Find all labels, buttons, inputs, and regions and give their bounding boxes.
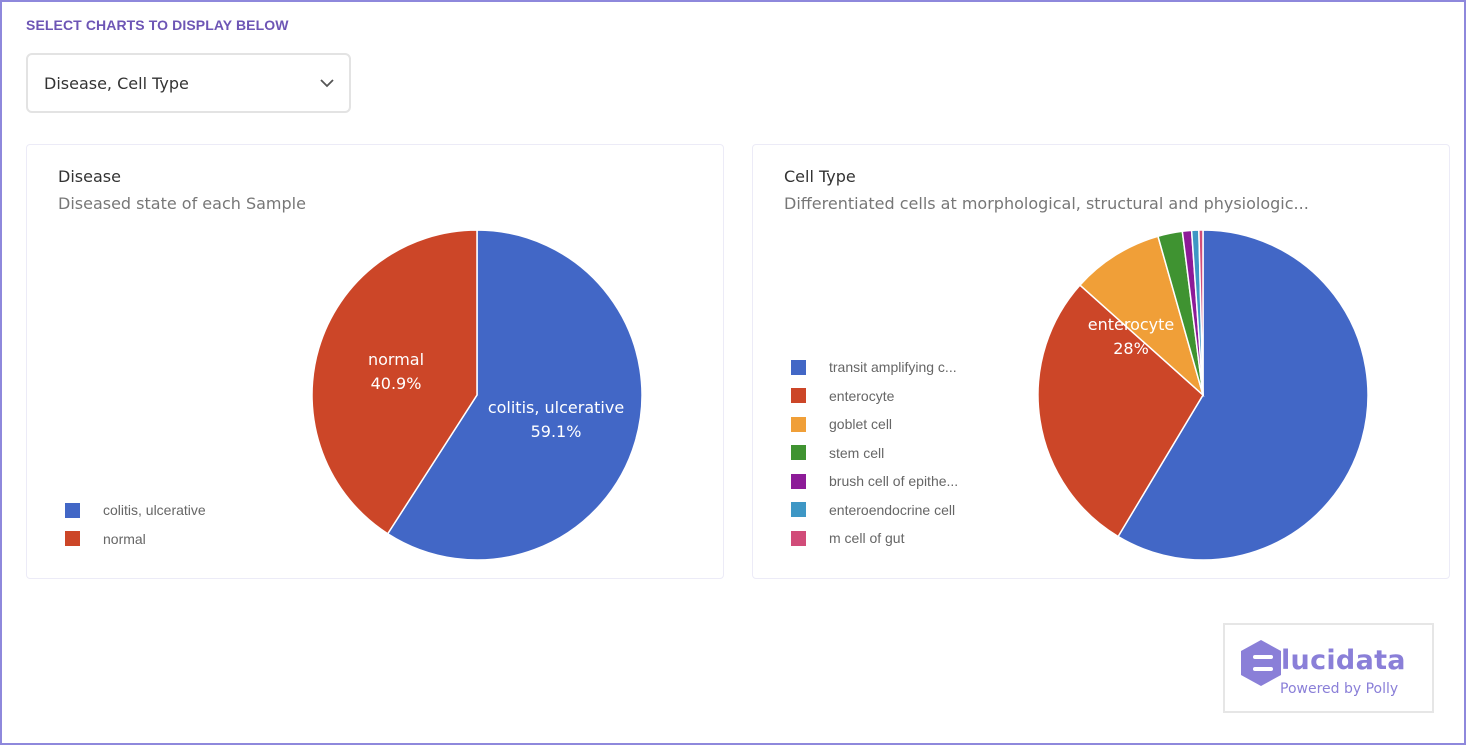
legend-label: goblet cell	[829, 416, 893, 433]
legend-label: transit amplifying c...	[829, 359, 957, 376]
pie-slice[interactable]	[1037, 284, 1204, 538]
legend-item[interactable]: stem cell	[791, 439, 958, 468]
legend-label: normal	[103, 530, 146, 547]
select-charts-label: SELECT CHARTS TO DISPLAY BELOW	[26, 17, 289, 33]
cell-type-legend: transit amplifying c... enterocyte goble…	[791, 353, 958, 553]
legend-item[interactable]: enterocyte	[791, 382, 958, 411]
legend-swatch	[791, 473, 806, 489]
card-subtitle: Differentiated cells at morphological, s…	[784, 194, 1309, 213]
legend-swatch	[791, 445, 806, 461]
elucidata-hex-logo-icon	[1241, 640, 1281, 686]
legend-swatch	[791, 416, 806, 432]
pie-slice[interactable]	[1117, 229, 1369, 561]
card-title: Disease	[58, 167, 121, 186]
legend-item[interactable]: colitis, ulcerative	[65, 496, 206, 525]
logo-brand-text: lucidata	[1281, 645, 1406, 676]
legend-item[interactable]: brush cell of epithe...	[791, 467, 958, 496]
slice-label: enterocyte	[1088, 315, 1175, 334]
pie-slice[interactable]	[1198, 229, 1204, 396]
slice-label: colitis, ulcerative	[488, 398, 624, 417]
legend-item[interactable]: m cell of gut	[791, 524, 958, 553]
legend-item[interactable]: goblet cell	[791, 410, 958, 439]
legend-swatch	[65, 502, 80, 518]
legend-item[interactable]: normal	[65, 525, 206, 554]
pie-slice[interactable]	[311, 229, 478, 535]
dropdown-value: Disease, Cell Type	[44, 73, 189, 93]
card-title: Cell Type	[784, 167, 856, 186]
pie-slice[interactable]	[386, 229, 643, 561]
legend-label: brush cell of epithe...	[829, 473, 959, 490]
elucidata-logo[interactable]: lucidata Powered by Polly	[1223, 623, 1434, 713]
pie-slice[interactable]	[1078, 235, 1205, 398]
cell-type-pie-chart[interactable]: enterocyte 28%	[753, 145, 1451, 580]
legend-label: enterocyte	[829, 387, 895, 404]
logo-tagline: Powered by Polly	[1280, 681, 1399, 697]
cell-type-chart-card: Cell Type Differentiated cells at morpho…	[752, 144, 1450, 579]
slice-percent: 28%	[1113, 339, 1149, 358]
slice-percent: 59.1%	[531, 422, 582, 441]
disease-legend: colitis, ulcerative normal	[65, 496, 206, 553]
disease-pie-chart[interactable]: colitis, ulcerative 59.1% normal 40.9%	[27, 145, 725, 580]
legend-swatch	[791, 530, 806, 546]
chevron-down-icon	[320, 79, 334, 88]
slice-label: normal	[368, 350, 424, 369]
legend-swatch	[65, 531, 80, 547]
legend-label: m cell of gut	[829, 530, 905, 547]
legend-label: stem cell	[829, 444, 885, 461]
legend-label: enteroendocrine cell	[829, 501, 956, 518]
legend-swatch	[791, 359, 806, 375]
legend-swatch	[791, 502, 806, 518]
slice-percent: 40.9%	[371, 374, 422, 393]
legend-swatch	[791, 388, 806, 404]
card-subtitle: Diseased state of each Sample	[58, 194, 306, 213]
chart-select-dropdown[interactable]: Disease, Cell Type	[26, 53, 351, 113]
legend-label: colitis, ulcerative	[103, 502, 206, 519]
legend-item[interactable]: enteroendocrine cell	[791, 496, 958, 525]
disease-chart-card: Disease Diseased state of each Sample co…	[26, 144, 724, 579]
legend-item[interactable]: transit amplifying c...	[791, 353, 958, 382]
